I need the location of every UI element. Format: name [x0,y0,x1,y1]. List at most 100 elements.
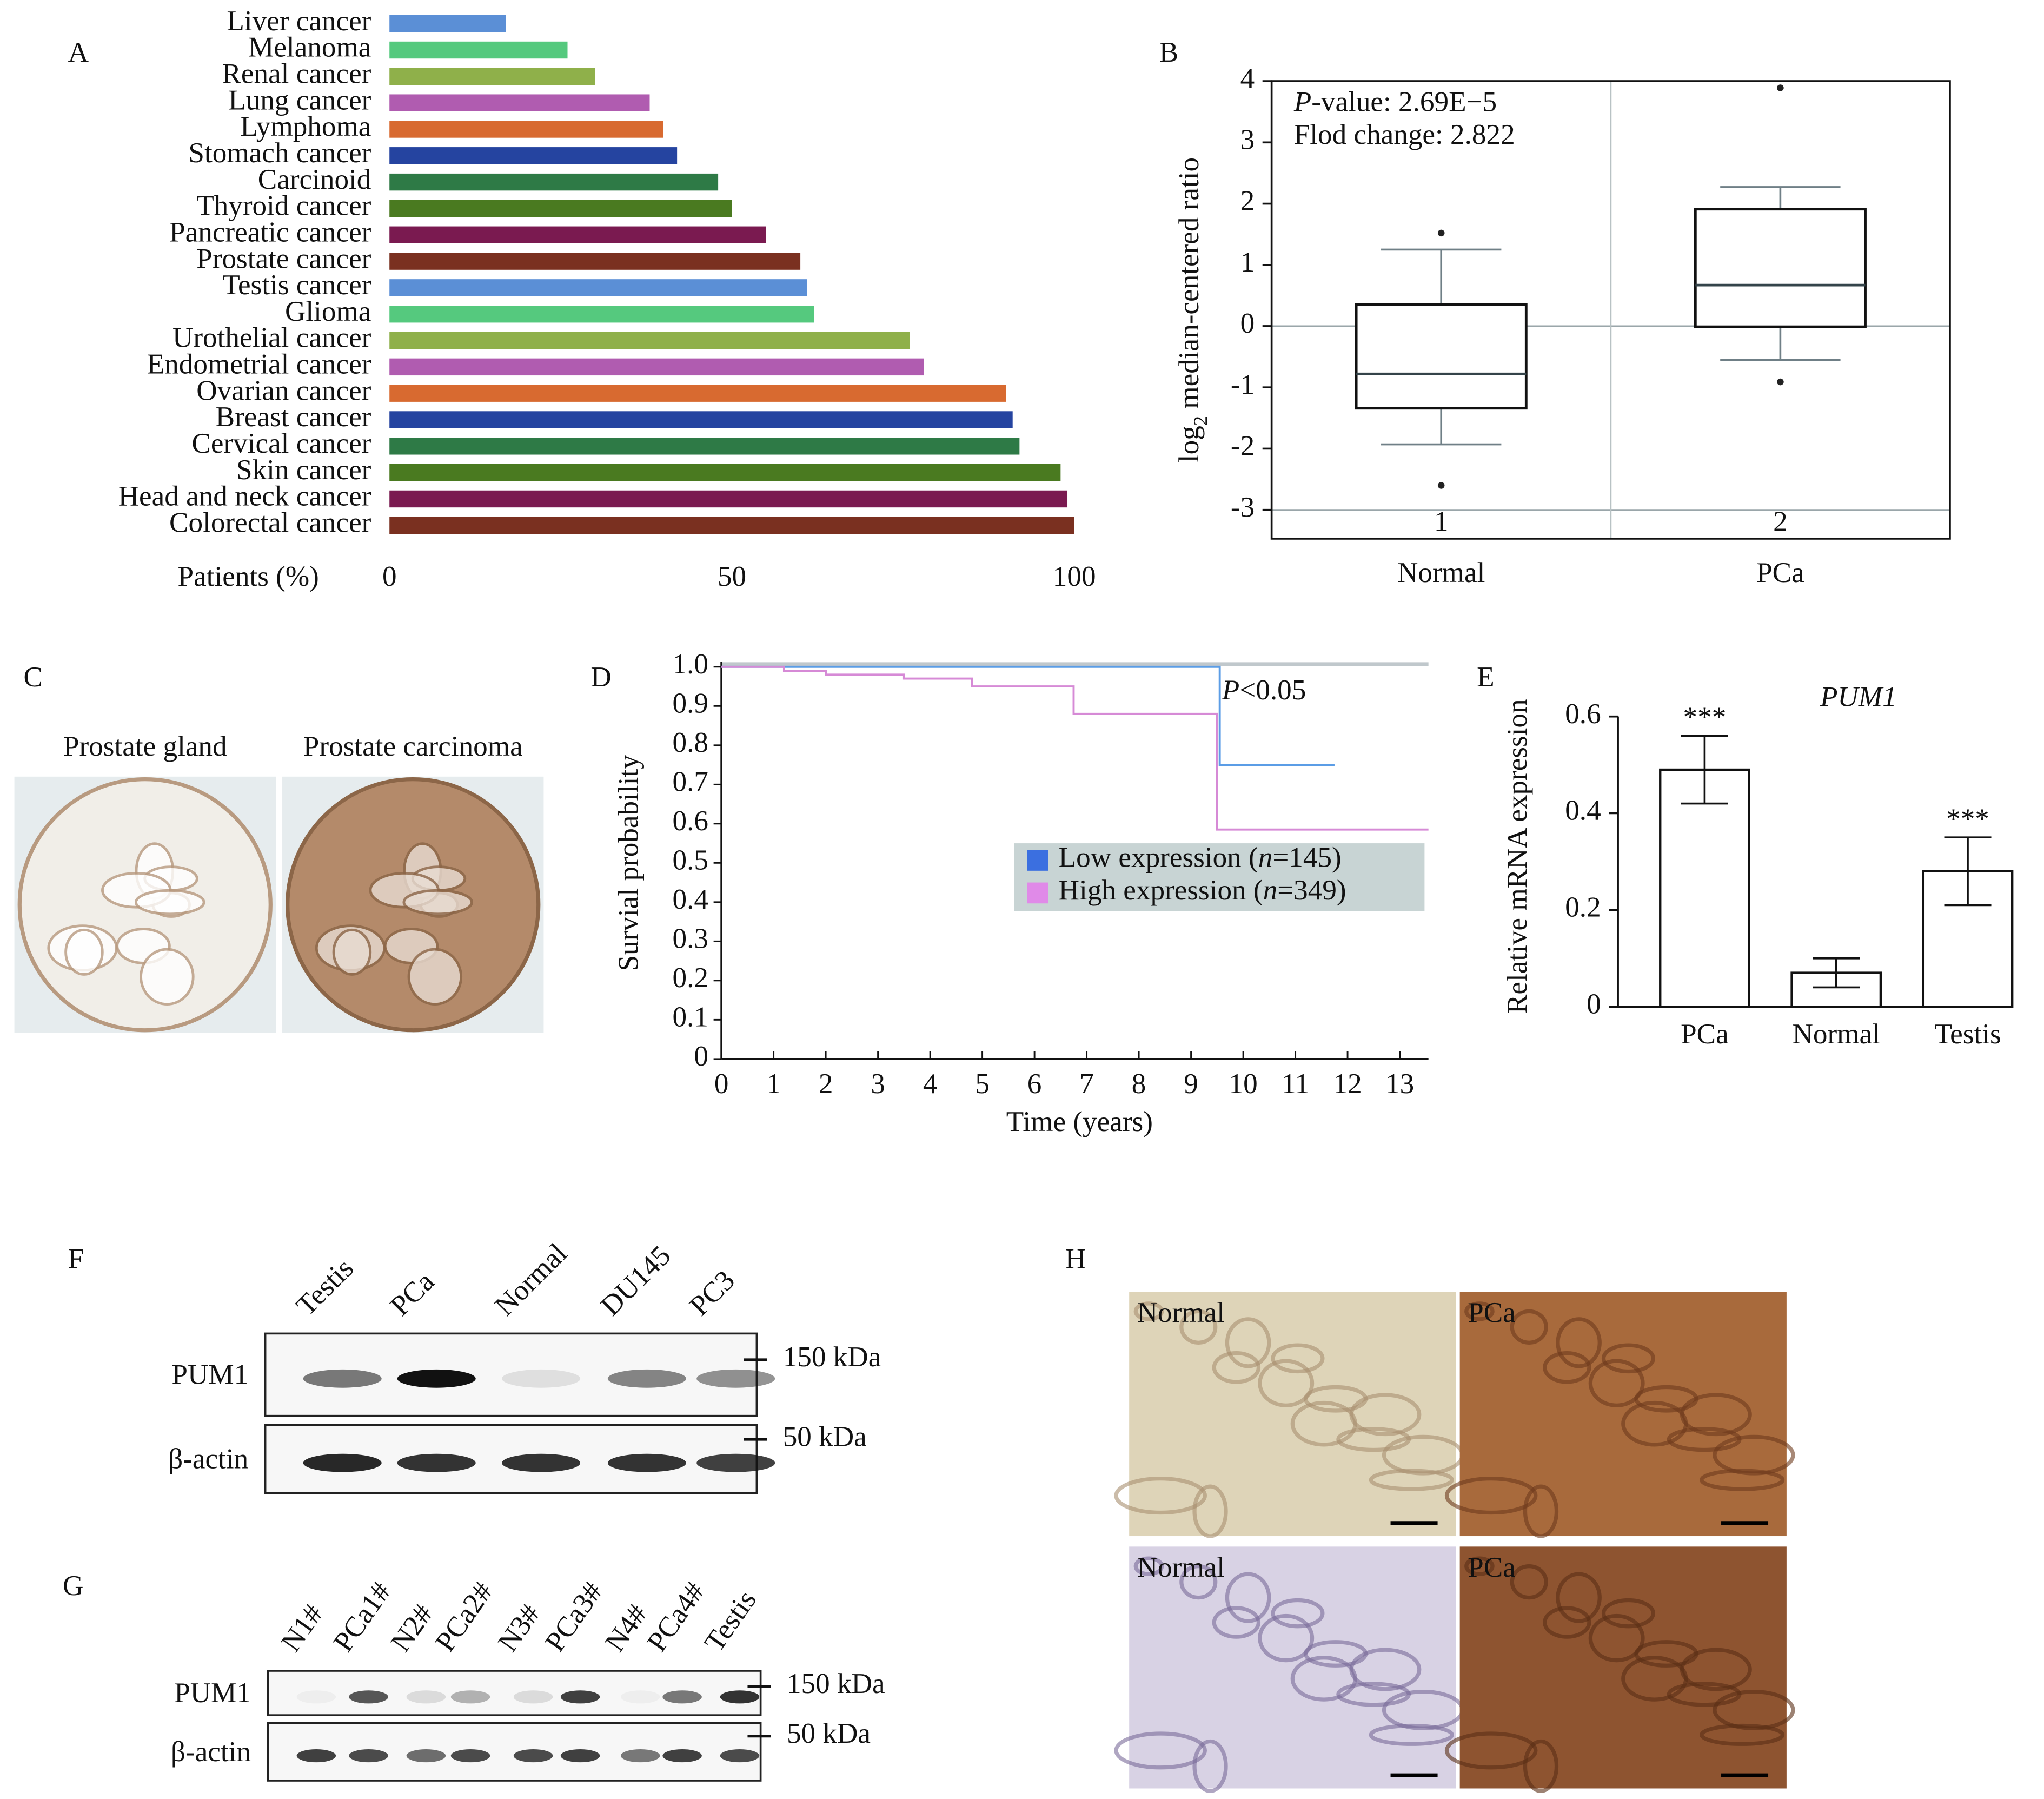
bar [389,358,924,376]
annotation-part: Flod change: 2.822 [1294,118,1515,150]
micrograph-texture [1225,1317,1271,1368]
y-tick-label: 0 [1240,307,1255,339]
micrograph-texture [1258,1359,1315,1407]
lane-label: N3# [492,1598,546,1657]
micrograph-texture [1543,1351,1591,1384]
lane-label: PCa [384,1265,440,1321]
category-label: Thyroid cancer [196,190,371,222]
micrograph-texture [1258,1613,1315,1663]
bar [389,385,1006,402]
micrograph-texture [1523,1484,1559,1538]
x-tick-label: 11 [1282,1068,1309,1100]
bar [389,253,801,270]
lane-label: N1# [275,1598,329,1657]
panel-label: H [1065,1243,1086,1275]
bar [389,41,568,59]
survival-curve [721,665,1335,766]
micrograph-texture [1510,1309,1548,1345]
micrograph-texture [1713,1434,1795,1476]
bar [389,332,910,349]
x-tick-label: 8 [1132,1068,1146,1100]
lane-label: PCa2# [429,1576,499,1657]
y-axis-label-part: log [1173,426,1205,462]
bar [1659,768,1750,1008]
tissue-texture [134,889,205,916]
category-label: Cervical cancer [191,427,371,459]
legend-label-part: =145) [1272,842,1341,874]
band [720,1749,760,1763]
y-tick-label: 0.5 [672,844,708,876]
band [406,1690,446,1704]
legend-box [1014,843,1425,911]
micrograph-texture [1192,1739,1228,1793]
band [560,1690,600,1704]
legend-label-part: n [1263,874,1278,906]
x-tick-label: Normal [1793,1018,1880,1050]
lane-label: Normal [488,1237,573,1322]
micrograph-texture [1271,1343,1325,1374]
x-tick-label: 4 [923,1068,938,1100]
micrograph-texture [1464,1556,1495,1576]
survival-curve [721,665,1429,831]
micrograph-texture [1713,1690,1795,1730]
y-tick-label: -3 [1231,491,1255,523]
category-label: Lymphoma [240,110,371,142]
category-label: Melanoma [248,31,371,63]
x-axis-label: Time (years) [1006,1106,1153,1137]
box [1694,208,1867,328]
micrograph-texture [1179,1564,1218,1600]
x-tick-label: 1 [766,1068,781,1100]
y-axis-label: Survial probability [613,755,645,971]
x-tick-label: 12 [1333,1068,1362,1100]
tissue-texture [64,928,104,976]
bar [389,200,732,217]
micrograph-texture [1349,1393,1422,1437]
y-tick-label: 0.6 [1565,698,1601,730]
y-tick-label: 0.7 [672,766,708,798]
category-label: Glioma [285,295,371,327]
y-axis-label: Relative mRNA expression [1501,699,1533,1014]
lane-label: Testis [290,1252,360,1322]
y-tick-label: -1 [1231,368,1255,400]
y-axis-label: log2 median-centered ratio [1173,157,1211,462]
band [696,1369,775,1388]
bar [389,411,1013,428]
x-tick-label: Testis [1934,1018,2001,1050]
y-tick-label: 0.8 [672,726,708,758]
lane-label: PCa3# [539,1576,609,1657]
tissue-texture [140,948,195,1006]
band [621,1690,660,1704]
micrograph-texture [1133,1301,1164,1321]
micrograph-texture [1601,1343,1655,1374]
micrograph-texture [1680,1393,1752,1437]
micrograph-texture [1114,1731,1207,1770]
category-label: Endometrial cancer [147,348,371,380]
y-tick-label: 0.4 [1565,795,1601,826]
category-label: Prostate cancer [196,242,371,274]
category-label: Carcinoid [258,163,371,195]
panel-label: B [1159,36,1178,68]
bar [389,279,807,296]
lane-label: N4# [599,1598,653,1657]
y-tick-label: 0.6 [672,805,708,837]
outlier [1777,378,1784,386]
micrograph-texture [1556,1572,1602,1623]
x-tick-label: 2 [819,1068,833,1100]
annotation-part: <0.05 [1239,674,1306,706]
marker-label: 50 kDa [787,1717,871,1749]
y-tick-label: -2 [1231,430,1255,462]
y-tick-label: 0.1 [672,1001,708,1033]
micrograph-texture [1133,1556,1164,1576]
x-tick-label: 50 [718,560,746,592]
x-tick-label: 9 [1184,1068,1198,1100]
outlier [1777,84,1784,91]
micrograph-texture [1680,1648,1752,1691]
x-tick-label: 7 [1079,1068,1094,1100]
group-id: 1 [1434,506,1449,538]
chart-title: PUM1 [1820,680,1897,712]
legend-swatch [1027,850,1048,871]
y-tick-label: 0.2 [672,962,708,994]
annotation: P-value: 2.69E−5 [1293,86,1497,118]
x-tick-label: 100 [1053,560,1096,592]
